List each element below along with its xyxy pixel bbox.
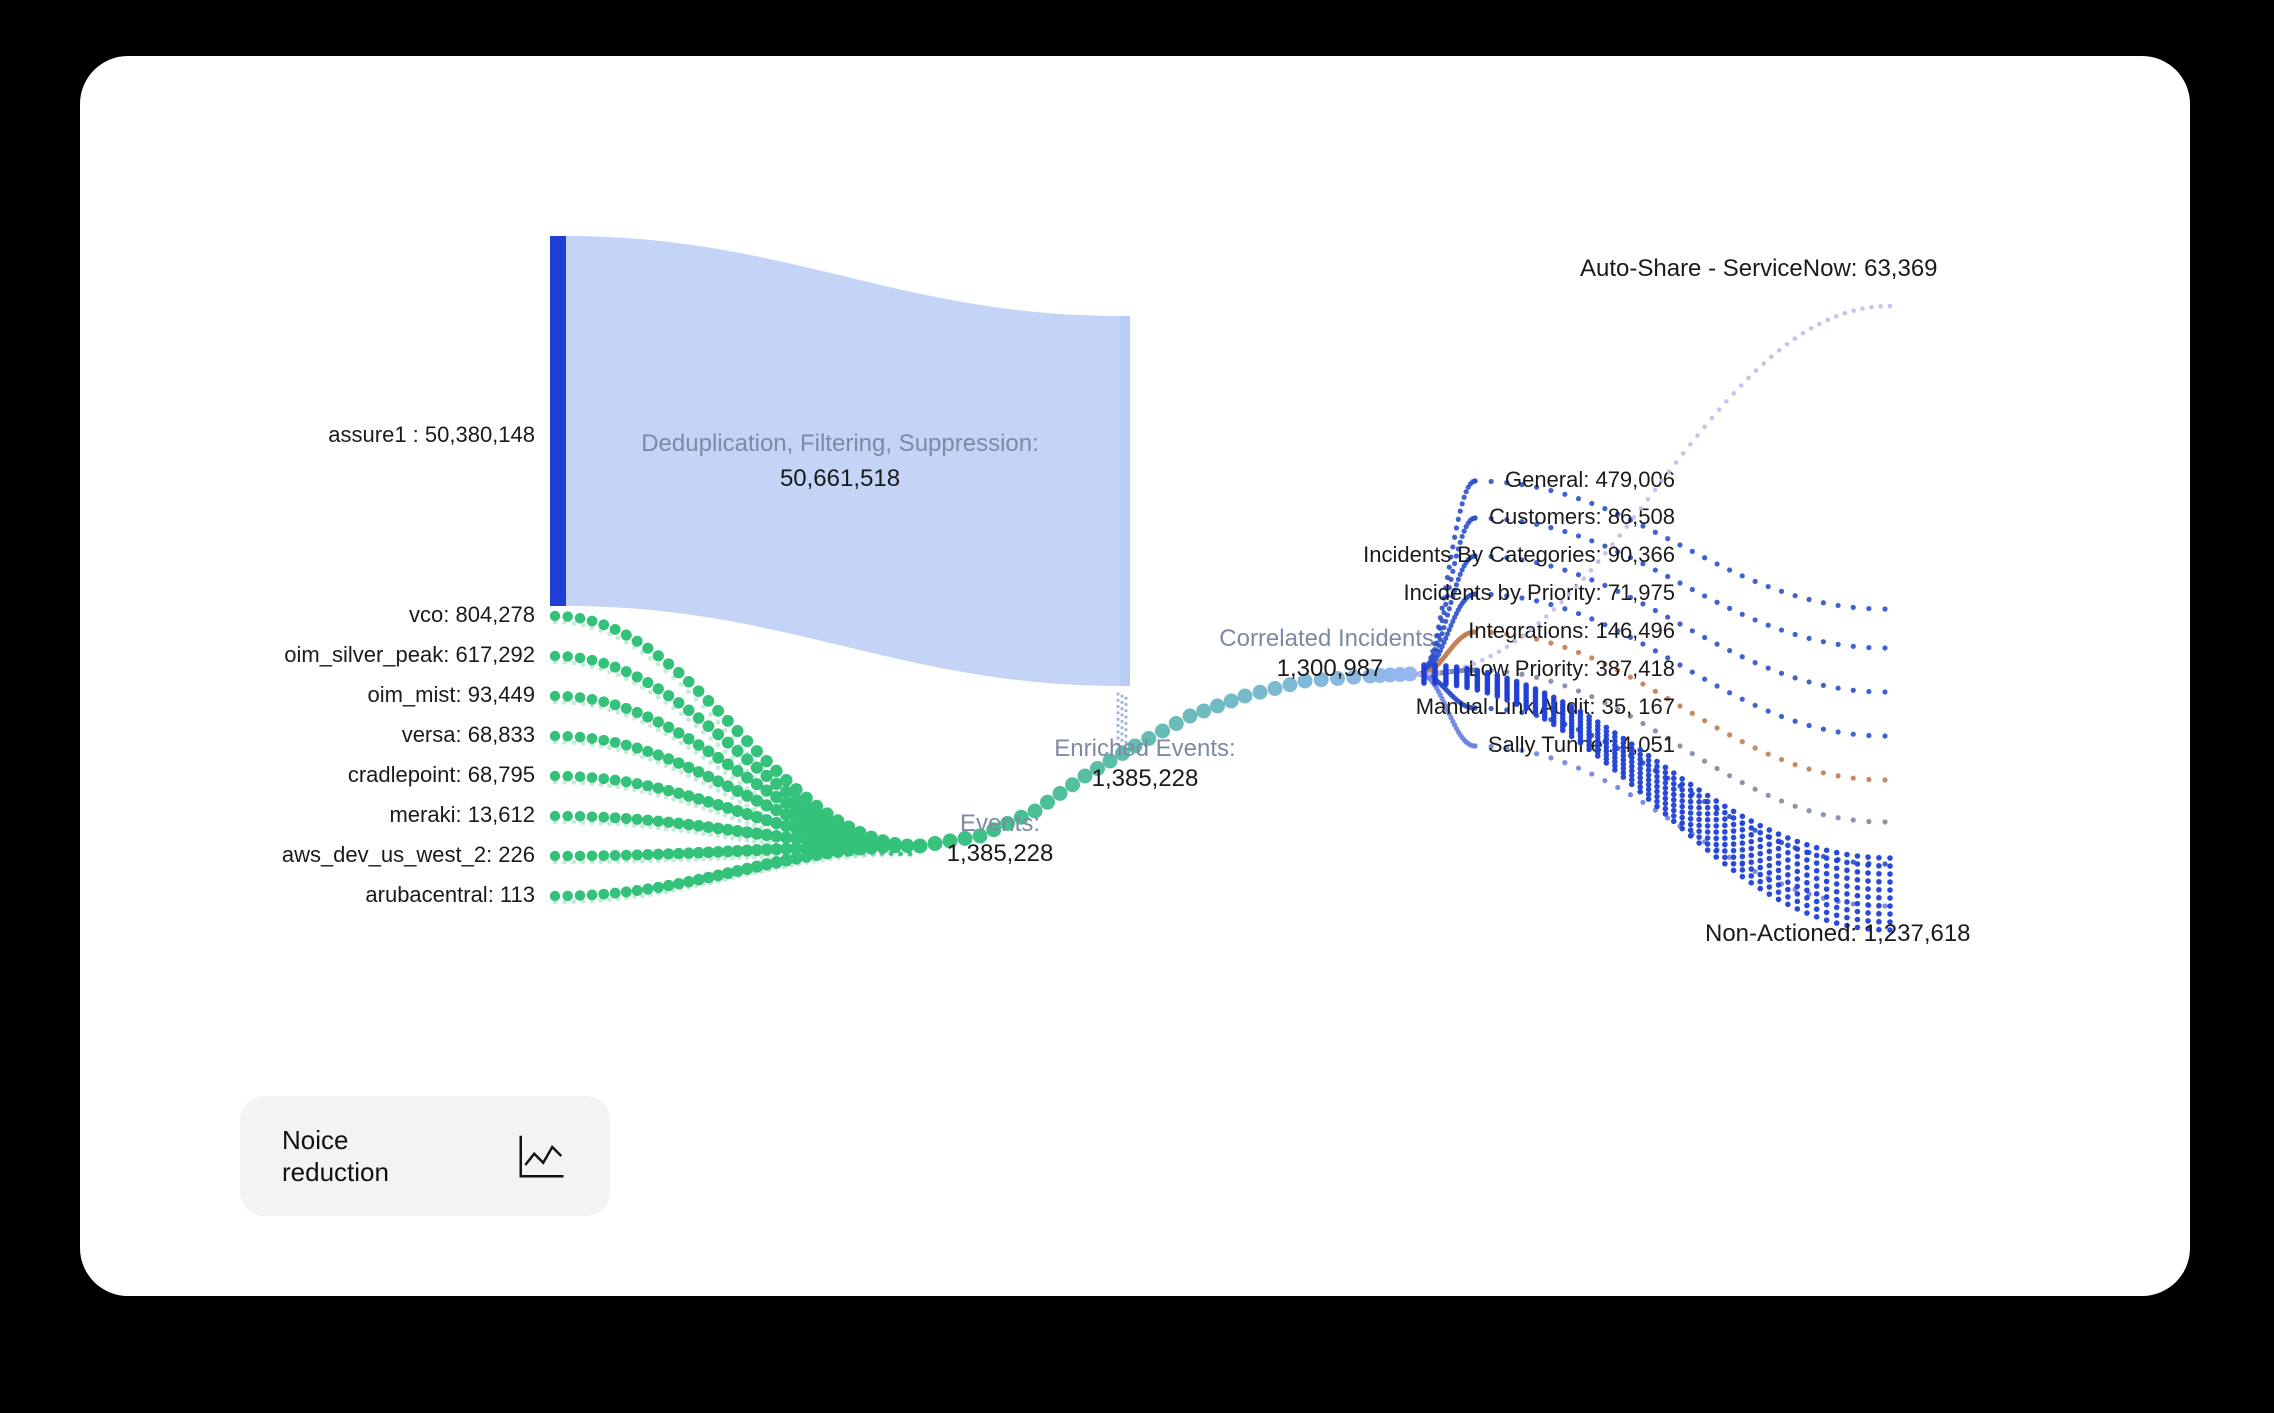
stage-enriched-title: Enriched Events: bbox=[1054, 735, 1235, 762]
source-versa: versa: 68,833 bbox=[402, 722, 535, 747]
source-arubacentral: arubacentral: 113 bbox=[365, 882, 535, 907]
cat-0: General: 479,006 bbox=[1505, 467, 1675, 492]
stage-correlated-value: 1,300,987 bbox=[1277, 655, 1384, 682]
cat-1: Customers: 86,508 bbox=[1489, 504, 1675, 529]
dedup-value: 50,661,518 bbox=[780, 465, 900, 492]
source-vco: vco: 804,278 bbox=[409, 602, 535, 627]
source-aws_dev_us_west_2: aws_dev_us_west_2: 226 bbox=[282, 842, 535, 867]
assure1-bar bbox=[550, 236, 566, 606]
stage-correlated-title: Correlated Incidents: bbox=[1219, 625, 1440, 652]
source-assure1: assure1 : 50,380,148 bbox=[328, 422, 535, 447]
line-chart-icon bbox=[514, 1129, 568, 1183]
chip-line1: Noice bbox=[282, 1125, 348, 1155]
source-meraki: meraki: 13,612 bbox=[389, 802, 535, 827]
nonactioned-label: Non-Actioned: 1,237,618 bbox=[1705, 920, 1971, 947]
cat-4: Integrations: 146,496 bbox=[1468, 618, 1675, 643]
source-oim_silver_peak: oim_silver_peak: 617,292 bbox=[284, 642, 535, 667]
dedup-band bbox=[566, 236, 1120, 686]
autoshare-label: Auto-Share - ServiceNow: 63,369 bbox=[1580, 255, 1938, 282]
cat-3: Incidents by Priority: 71,975 bbox=[1404, 580, 1675, 605]
source-cradlepoint: cradlepoint: 68,795 bbox=[348, 762, 535, 787]
chip-label: Noice reduction bbox=[282, 1124, 389, 1189]
dedup-title: Deduplication, Filtering, Suppression: bbox=[641, 430, 1039, 457]
stage-events-title: Events: bbox=[960, 810, 1040, 837]
chip-line2: reduction bbox=[282, 1157, 389, 1187]
source-oim_mist: oim_mist: 93,449 bbox=[367, 682, 535, 707]
card: Deduplication, Filtering, Suppression: 50… bbox=[80, 56, 2190, 1296]
dedup-right-bar bbox=[1120, 316, 1130, 686]
noise-reduction-chip[interactable]: Noice reduction bbox=[240, 1096, 610, 1216]
stage-events-value: 1,385,228 bbox=[947, 840, 1054, 867]
cat-2: Incidents By Categories: 90,366 bbox=[1363, 542, 1675, 567]
stage-enriched-value: 1,385,228 bbox=[1092, 765, 1199, 792]
